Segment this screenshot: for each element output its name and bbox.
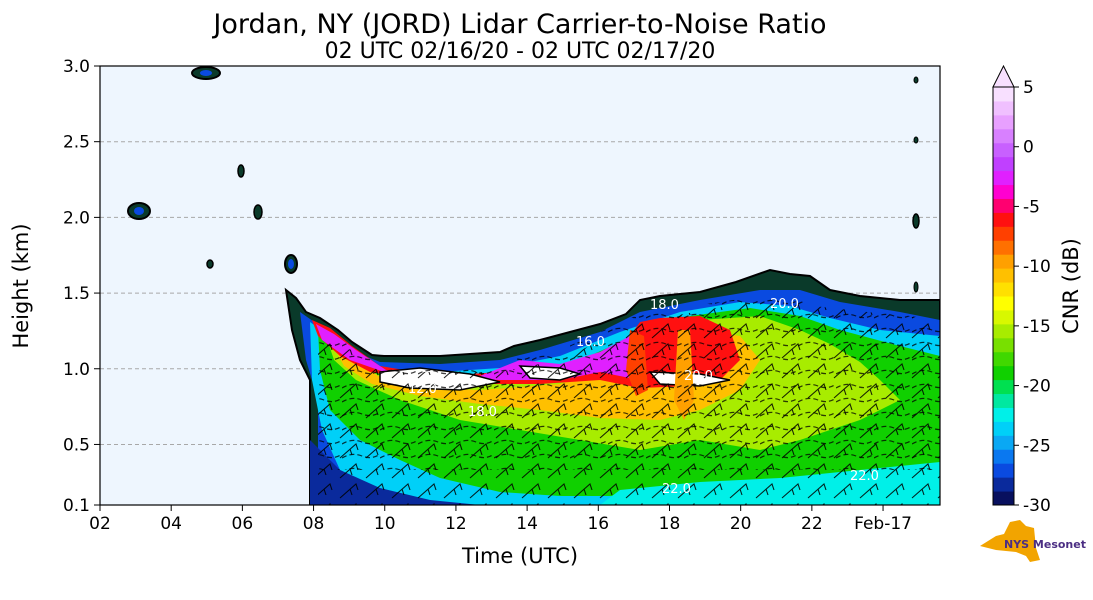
- y-tick-label: 2.5: [63, 133, 90, 153]
- colorbar-tick-label: -20: [1023, 377, 1051, 397]
- x-tick-label: 20: [730, 514, 752, 534]
- contour-label: 12.0: [408, 382, 437, 397]
- cnr-field: [127, 66, 940, 505]
- nys-state-shape-icon: [980, 520, 1040, 562]
- x-tick-label: 18: [659, 514, 681, 534]
- colorbar-swatch: [993, 156, 1014, 172]
- colorbar-swatch: [993, 100, 1014, 116]
- x-axis-label: Time (UTC): [461, 544, 578, 568]
- colorbar-swatch: [993, 282, 1014, 297]
- colorbar-tick-label: 5: [1023, 78, 1034, 98]
- colorbar-swatch: [993, 337, 1014, 353]
- colorbar-swatch: [993, 379, 1014, 395]
- colorbar-swatch: [993, 240, 1014, 255]
- colorbar-swatch: [993, 128, 1014, 144]
- cloud-blob: [134, 207, 144, 215]
- cloud-blob: [253, 204, 263, 220]
- colorbar-swatch: [993, 114, 1014, 130]
- colorbar-tick-label: -30: [1023, 496, 1051, 516]
- x-axis-ticks: 02 04 06 08 10 12 14 16 18 20 22 Feb-17: [89, 505, 912, 534]
- colorbar-swatch: [993, 491, 1014, 506]
- nys-mesonet-logo: NYS Mesonet: [980, 520, 1086, 562]
- colorbar-swatch: [993, 296, 1014, 311]
- x-tick-label: 14: [516, 514, 538, 534]
- x-tick-label: 16: [587, 514, 609, 534]
- y-axis-label: Height (km): [9, 223, 33, 348]
- colorbar-swatch: [993, 309, 1014, 325]
- colorbar-label: CNR (dB): [1059, 238, 1083, 334]
- x-tick-label: 22: [801, 514, 823, 534]
- y-tick-label: 1.0: [63, 360, 90, 380]
- chart-subtitle: 02 UTC 02/16/20 - 02 UTC 02/17/20: [325, 39, 716, 64]
- colorbar-swatch: [993, 87, 1014, 102]
- colorbar-tick-label: -15: [1023, 317, 1051, 337]
- colorbar-swatch: [993, 435, 1014, 450]
- colorbar-swatch: [993, 421, 1014, 436]
- colorbar-swatch: [993, 212, 1014, 227]
- colorbar-swatch: [993, 407, 1014, 422]
- x-tick-label: 08: [303, 514, 325, 534]
- colorbar: [992, 64, 1015, 506]
- colorbar-swatch: [993, 449, 1014, 464]
- colorbar-tick-label: -25: [1023, 436, 1051, 456]
- contour-label: 22.0: [850, 469, 879, 484]
- x-tick-label: 06: [232, 514, 254, 534]
- colorbar-swatch: [993, 393, 1014, 408]
- y-tick-label: 0.1: [63, 496, 90, 516]
- colorbar-swatch: [993, 268, 1014, 283]
- cloud-blob: [206, 259, 214, 269]
- colorbar-swatch: [993, 142, 1014, 158]
- colorbar-tick-label: -10: [1023, 257, 1051, 277]
- x-tick-label: 12: [445, 514, 467, 534]
- contour-label: 18.0: [650, 298, 679, 313]
- cloud-blob: [913, 281, 919, 293]
- plot-frame: [99, 65, 941, 506]
- x-tick-label: 04: [160, 514, 182, 534]
- cloud-blob: [912, 213, 920, 229]
- colorbar-swatch: [993, 198, 1014, 213]
- contour-label: 16.0: [576, 335, 605, 350]
- y-axis-ticks: 0.1 0.5 1.0 1.5 2.0 2.5 3.0: [63, 57, 100, 516]
- colorbar-swatch: [993, 184, 1014, 199]
- colorbar-swatch: [993, 351, 1014, 367]
- y-tick-label: 0.5: [63, 435, 90, 455]
- contour-label: 22.0: [662, 482, 691, 497]
- x-tick-label: Feb-17: [854, 514, 912, 534]
- cloud-blob: [237, 164, 245, 178]
- colorbar-swatch: [993, 323, 1014, 339]
- cloud-blob: [913, 76, 919, 84]
- contour-label: 20.0: [770, 297, 799, 312]
- colorbar-swatch: [993, 463, 1014, 478]
- colorbar-swatch: [993, 365, 1014, 381]
- y-tick-label: 1.5: [63, 284, 90, 304]
- colorbar-tick-label: -5: [1023, 197, 1040, 217]
- cloud-blob: [200, 70, 212, 76]
- chart-title: Jordan, NY (JORD) Lidar Carrier-to-Noise…: [211, 9, 826, 40]
- x-tick-label: 10: [374, 514, 396, 534]
- colorbar-ticks: 5 0 -5 -10 -15 -20 -25 -30: [1014, 78, 1051, 516]
- colorbar-tick-label: 0: [1023, 138, 1034, 158]
- y-tick-label: 2.0: [63, 208, 90, 228]
- colorbar-extend-arrow: [992, 64, 1015, 88]
- y-tick-label: 3.0: [63, 57, 90, 77]
- colorbar-swatch: [993, 226, 1014, 241]
- cloud-blob: [288, 259, 294, 269]
- contour-labels: 18.0 18.0 20.0 22.0 22.0 20.0 16.0 12.0: [408, 297, 879, 497]
- contour-label: 18.0: [468, 405, 497, 420]
- contour-dashes: [318, 296, 940, 470]
- colorbar-swatch: [993, 170, 1014, 186]
- colorbar-frame: [992, 86, 1015, 506]
- contour-label: 20.0: [684, 369, 713, 384]
- logo-text: NYS Mesonet: [1004, 538, 1086, 551]
- colorbar-swatch: [993, 254, 1014, 269]
- x-tick-label: 02: [89, 514, 111, 534]
- colorbar-swatch: [993, 477, 1014, 492]
- cloud-blob: [913, 136, 919, 144]
